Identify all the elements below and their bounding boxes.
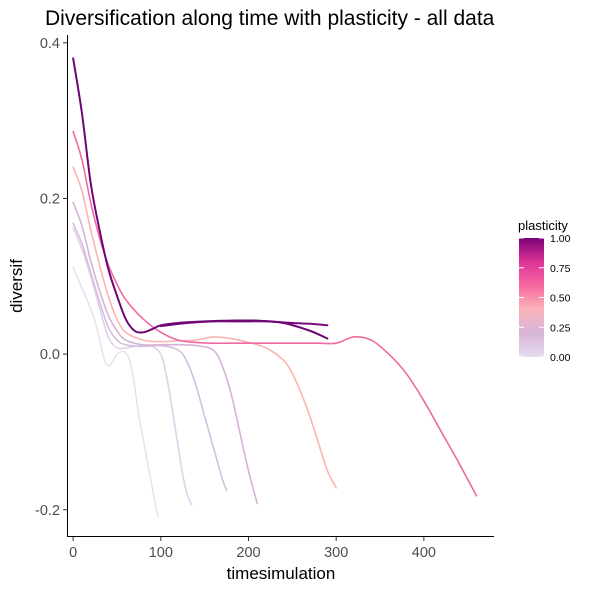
legend-label: 1.00 xyxy=(550,233,571,245)
series-line-6 xyxy=(72,57,329,340)
x-axis-title: timesimulation xyxy=(227,564,336,583)
series-line-0 xyxy=(72,266,159,517)
legend: plasticity 1.00 0.75 0.50 0.25 0.00 xyxy=(518,218,571,364)
y-tick-label: 0.0 xyxy=(40,347,60,363)
legend-label: 0.00 xyxy=(550,352,571,364)
series-line-4 xyxy=(72,166,337,489)
legend-title: plasticity xyxy=(518,218,568,233)
legend-label: 0.25 xyxy=(550,322,571,334)
legend-label: 0.75 xyxy=(550,263,571,275)
y-tick-label: -0.2 xyxy=(35,503,60,519)
legend-ticks: 1.00 0.75 0.50 0.25 0.00 xyxy=(519,233,571,364)
x-tick-label: 200 xyxy=(236,545,260,561)
legend-label: 0.50 xyxy=(550,293,571,305)
series-line-2 xyxy=(72,222,228,492)
y-axis-ticks: -0.2 0.0 0.2 0.4 xyxy=(35,36,67,519)
chart-title: Diversification along time with plastici… xyxy=(45,7,495,30)
plot-area xyxy=(72,57,478,517)
x-tick-label: 300 xyxy=(324,545,348,561)
y-axis-title: diversif xyxy=(7,259,26,313)
x-tick-label: 100 xyxy=(149,545,173,561)
series-line-5 xyxy=(72,130,478,497)
x-tick-label: 400 xyxy=(412,545,436,561)
x-tick-label: 0 xyxy=(69,545,77,561)
x-axis-ticks: 0 100 200 300 400 xyxy=(69,537,436,561)
y-tick-label: 0.4 xyxy=(40,36,60,52)
series-group xyxy=(72,57,478,517)
y-tick-label: 0.2 xyxy=(40,191,60,207)
series-line-3 xyxy=(72,201,259,505)
series-line-1 xyxy=(72,227,193,506)
